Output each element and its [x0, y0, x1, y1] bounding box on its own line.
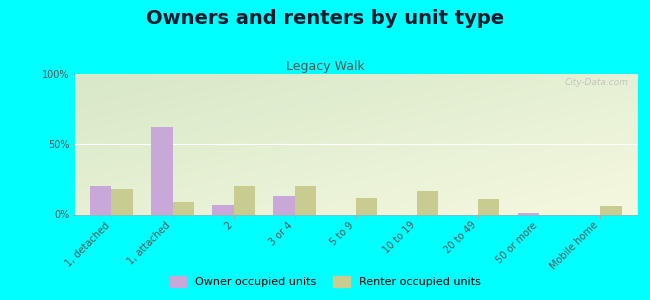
Bar	[90, 186, 111, 214]
Bar	[601, 206, 621, 214]
Bar	[233, 186, 255, 214]
Bar	[213, 205, 233, 214]
Bar	[478, 199, 499, 214]
Bar	[111, 189, 133, 214]
Legend: Owner occupied units, Renter occupied units: Owner occupied units, Renter occupied un…	[165, 271, 485, 291]
Bar	[356, 198, 377, 214]
Bar	[151, 127, 172, 214]
Bar	[172, 202, 194, 214]
Text: Legacy Walk: Legacy Walk	[285, 60, 365, 73]
Bar	[417, 190, 438, 214]
Bar	[274, 196, 294, 214]
Text: City-Data.com: City-Data.com	[565, 78, 629, 87]
Text: Owners and renters by unit type: Owners and renters by unit type	[146, 9, 504, 28]
Bar	[294, 186, 316, 214]
Bar	[518, 213, 540, 214]
